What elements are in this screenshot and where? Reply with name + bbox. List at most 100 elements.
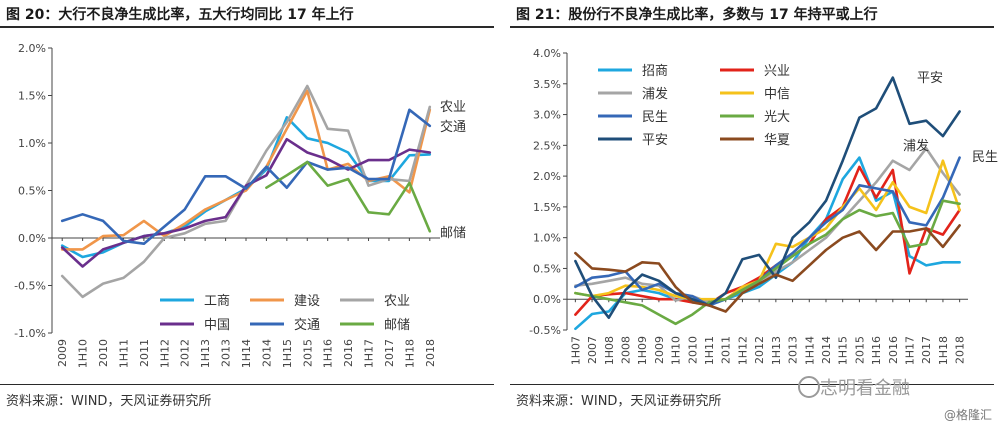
x-tick-label: 2014: [260, 339, 273, 367]
watermark-wechat-icon: [798, 376, 820, 398]
x-tick-label: 2014: [820, 336, 833, 364]
legend-label: 招商: [642, 64, 668, 79]
x-tick-label: 2008: [619, 336, 632, 364]
credit-text: @格隆汇: [943, 408, 992, 422]
x-tick-label: 1H12: [158, 339, 171, 368]
series-annotation: 农业: [440, 100, 466, 115]
x-tick-label: 2018: [424, 339, 437, 367]
series-annotation: 交通: [440, 119, 466, 135]
x-tick-label: 2011: [720, 336, 733, 364]
series-line-华夏: [574, 224, 961, 313]
x-tick-label: 1H10: [670, 336, 683, 365]
legend-label: 华夏: [764, 133, 790, 148]
x-tick-label: 1H12: [736, 336, 749, 365]
right-chart-panel: 图 21：股份行不良净生成比率，多数与 17 年持平或上行 资料来源：WIND，…: [510, 0, 1000, 431]
legend-label: 兴业: [764, 64, 790, 79]
y-tick-label: 1.0%: [533, 232, 561, 245]
x-tick-label: 2016: [887, 336, 900, 364]
x-tick-label: 2017: [920, 336, 933, 364]
y-tick-label: -0.5%: [14, 280, 46, 293]
x-tick-label: 2012: [753, 336, 766, 364]
x-tick-label: 1H10: [77, 339, 90, 368]
x-tick-label: 1H15: [837, 336, 850, 365]
y-tick-label: 0.0%: [18, 232, 46, 245]
watermark-text: 志明看金融: [820, 378, 910, 399]
x-tick-label: 1H17: [904, 336, 917, 365]
legend-label: 中信: [764, 87, 790, 102]
right-chart-title: 图 21：股份行不良净生成比率，多数与 17 年持平或上行: [516, 7, 878, 23]
series-annotation: 浦发: [903, 138, 929, 154]
x-tick-label: 1H16: [870, 336, 883, 365]
x-tick-label: 2015: [853, 336, 866, 364]
legend-label: 中国: [204, 318, 230, 333]
left-chart-panel: 图 20：大行不良净生成比率，五大行均同比 17 年上行 资料来源：WIND，天…: [0, 7, 494, 409]
left-source-note: 资料来源：WIND，天风证券研究所: [6, 394, 212, 409]
x-tick-label: 1H14: [240, 339, 253, 368]
y-tick-label: -1.0%: [14, 327, 46, 340]
y-tick-label: 2.0%: [18, 42, 46, 55]
x-tick-label: 1H17: [363, 339, 376, 368]
legend-label: 光大: [764, 110, 790, 125]
x-tick-label: 1H16: [322, 339, 335, 368]
legend-label: 民生: [642, 110, 668, 125]
chart-1-group: -1.0% -0.5% 0.0% 0.5% 1.0% 1.5% 2.0% 2009 1H10 20…: [14, 42, 466, 368]
series-annotation: 邮储: [440, 226, 466, 241]
series-line-中国: [60, 137, 432, 268]
x-tick-label: 2015: [301, 339, 314, 367]
x-tick-label: 2017: [383, 339, 396, 367]
y-tick-label: 0.0%: [533, 293, 561, 306]
x-tick-label: 2012: [179, 339, 192, 367]
legend-label: 工商: [204, 294, 230, 309]
x-tick-label: 1H07: [569, 336, 582, 365]
y-tick-label: 3.5%: [533, 78, 561, 91]
left-chart-title: 图 20：大行不良净生成比率，五大行均同比 17 年上行: [6, 7, 354, 23]
y-tick-label: 1.5%: [18, 90, 46, 103]
x-tick-label: 2016: [342, 339, 355, 367]
x-tick-label: 1H13: [770, 336, 783, 365]
series-annotation: 民生: [972, 150, 998, 165]
x-tick-label: 2011: [138, 339, 151, 367]
x-tick-label: 1H18: [403, 339, 416, 368]
legend-label: 交通: [294, 317, 320, 333]
x-tick-label: 1H08: [603, 336, 616, 365]
x-tick-label: 1H11: [703, 336, 716, 365]
y-tick-label: 0.5%: [18, 185, 46, 198]
legend-label: 农业: [384, 294, 410, 309]
y-tick-label: 3.0%: [533, 109, 561, 122]
left-title-rule: [0, 26, 494, 28]
y-tick-label: 1.0%: [18, 137, 46, 150]
x-tick-label: 2007: [586, 336, 599, 364]
legend-label: 建设: [294, 294, 320, 309]
chart-2-group: -0.5% 0.0% 0.5% 1.0% 1.5% 2.0% 2.5% 3.0% 3.5% 4.0…: [529, 47, 998, 365]
left-bottom-rule: [0, 384, 494, 385]
x-tick-label: 2009: [56, 339, 69, 367]
legend-label: 邮储: [384, 318, 410, 333]
legend-label: 平安: [642, 133, 668, 148]
series-annotation: 平安: [917, 71, 943, 86]
x-tick-label: 1H13: [199, 339, 212, 368]
x-tick-label: 1H11: [117, 339, 130, 368]
x-tick-label: 2013: [787, 336, 800, 364]
y-tick-label: 1.5%: [533, 201, 561, 214]
series-line-平安: [574, 76, 961, 319]
y-tick-label: 0.5%: [533, 262, 561, 275]
series-line-招商: [574, 156, 961, 331]
series-line-光大: [574, 199, 961, 326]
y-tick-label: -0.5%: [529, 324, 561, 337]
x-tick-label: 1H18: [937, 336, 950, 365]
x-tick-label: 1H09: [636, 336, 649, 365]
x-tick-label: 2010: [686, 336, 699, 364]
x-tick-label: 1H14: [803, 336, 816, 365]
series-line-邮储: [265, 160, 432, 233]
x-tick-label: 1H15: [281, 339, 294, 368]
right-title-rule: [510, 26, 994, 28]
x-tick-label: 2009: [653, 336, 666, 364]
right-bottom-rule: [510, 384, 994, 385]
x-tick-label: 2010: [97, 339, 110, 367]
series-line-交通: [60, 108, 432, 245]
y-tick-label: 2.5%: [533, 139, 561, 152]
y-tick-label: 2.0%: [533, 170, 561, 183]
x-tick-label: 2018: [954, 336, 967, 364]
x-tick-label: 2013: [220, 339, 233, 367]
